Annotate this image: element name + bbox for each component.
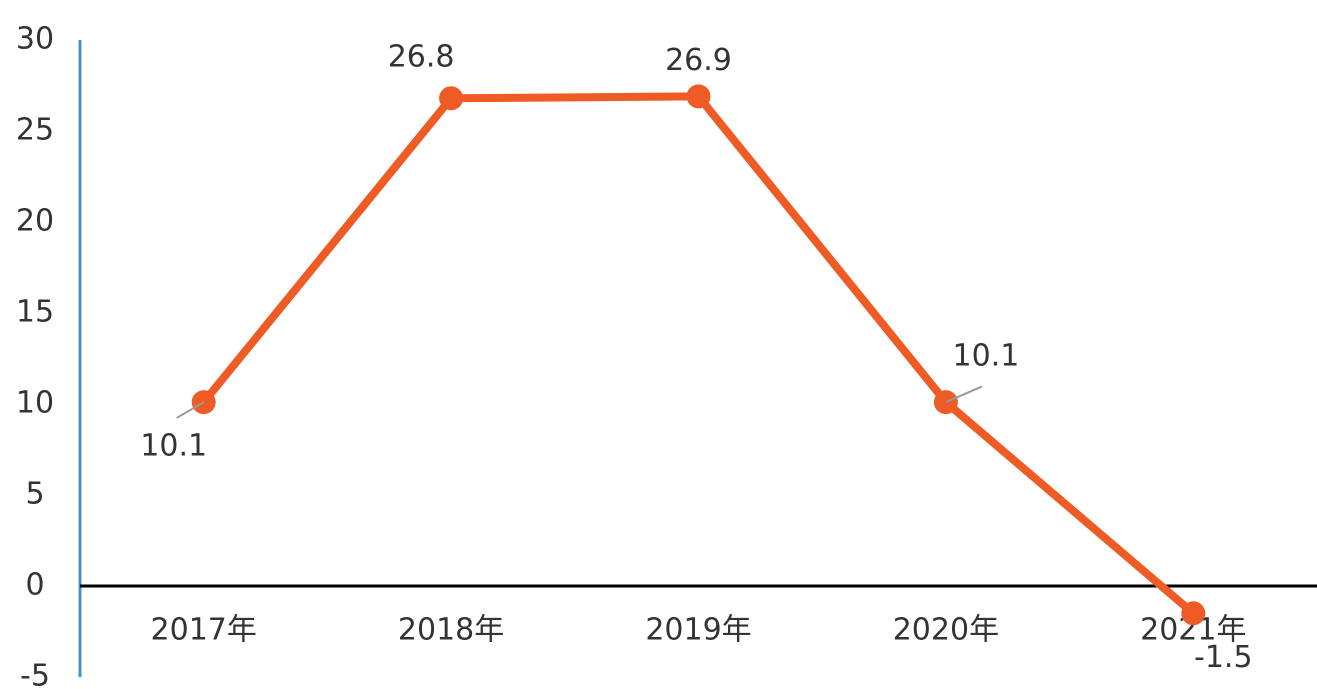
data-label: 26.8 xyxy=(388,40,455,75)
y-tick-label: 30 xyxy=(16,22,54,57)
y-tick-label: 20 xyxy=(16,204,54,239)
data-label: 10.1 xyxy=(140,429,207,464)
point xyxy=(1181,601,1206,626)
data-label: 26.9 xyxy=(665,43,732,78)
leader-line xyxy=(945,385,983,404)
y-tick-label: 5 xyxy=(25,477,44,512)
y-tick-label: 25 xyxy=(16,113,54,148)
x-tick-label: 2018年 xyxy=(398,613,504,648)
x-tick-label: 2020年 xyxy=(893,613,999,648)
y-tick-label: 10 xyxy=(16,386,54,421)
point xyxy=(686,84,711,109)
x-tick-label: 2019年 xyxy=(645,613,751,648)
line xyxy=(200,92,1196,617)
y-tick-label: 15 xyxy=(16,295,54,330)
x-tick-label: 2017年 xyxy=(151,613,257,648)
point xyxy=(439,86,464,111)
data-label: -1.5 xyxy=(1194,640,1253,675)
y-tick-label: 0 xyxy=(25,568,44,603)
y-tick-label: -5 xyxy=(20,659,50,689)
leader-line xyxy=(176,401,205,419)
data-label: 10.1 xyxy=(953,339,1020,374)
